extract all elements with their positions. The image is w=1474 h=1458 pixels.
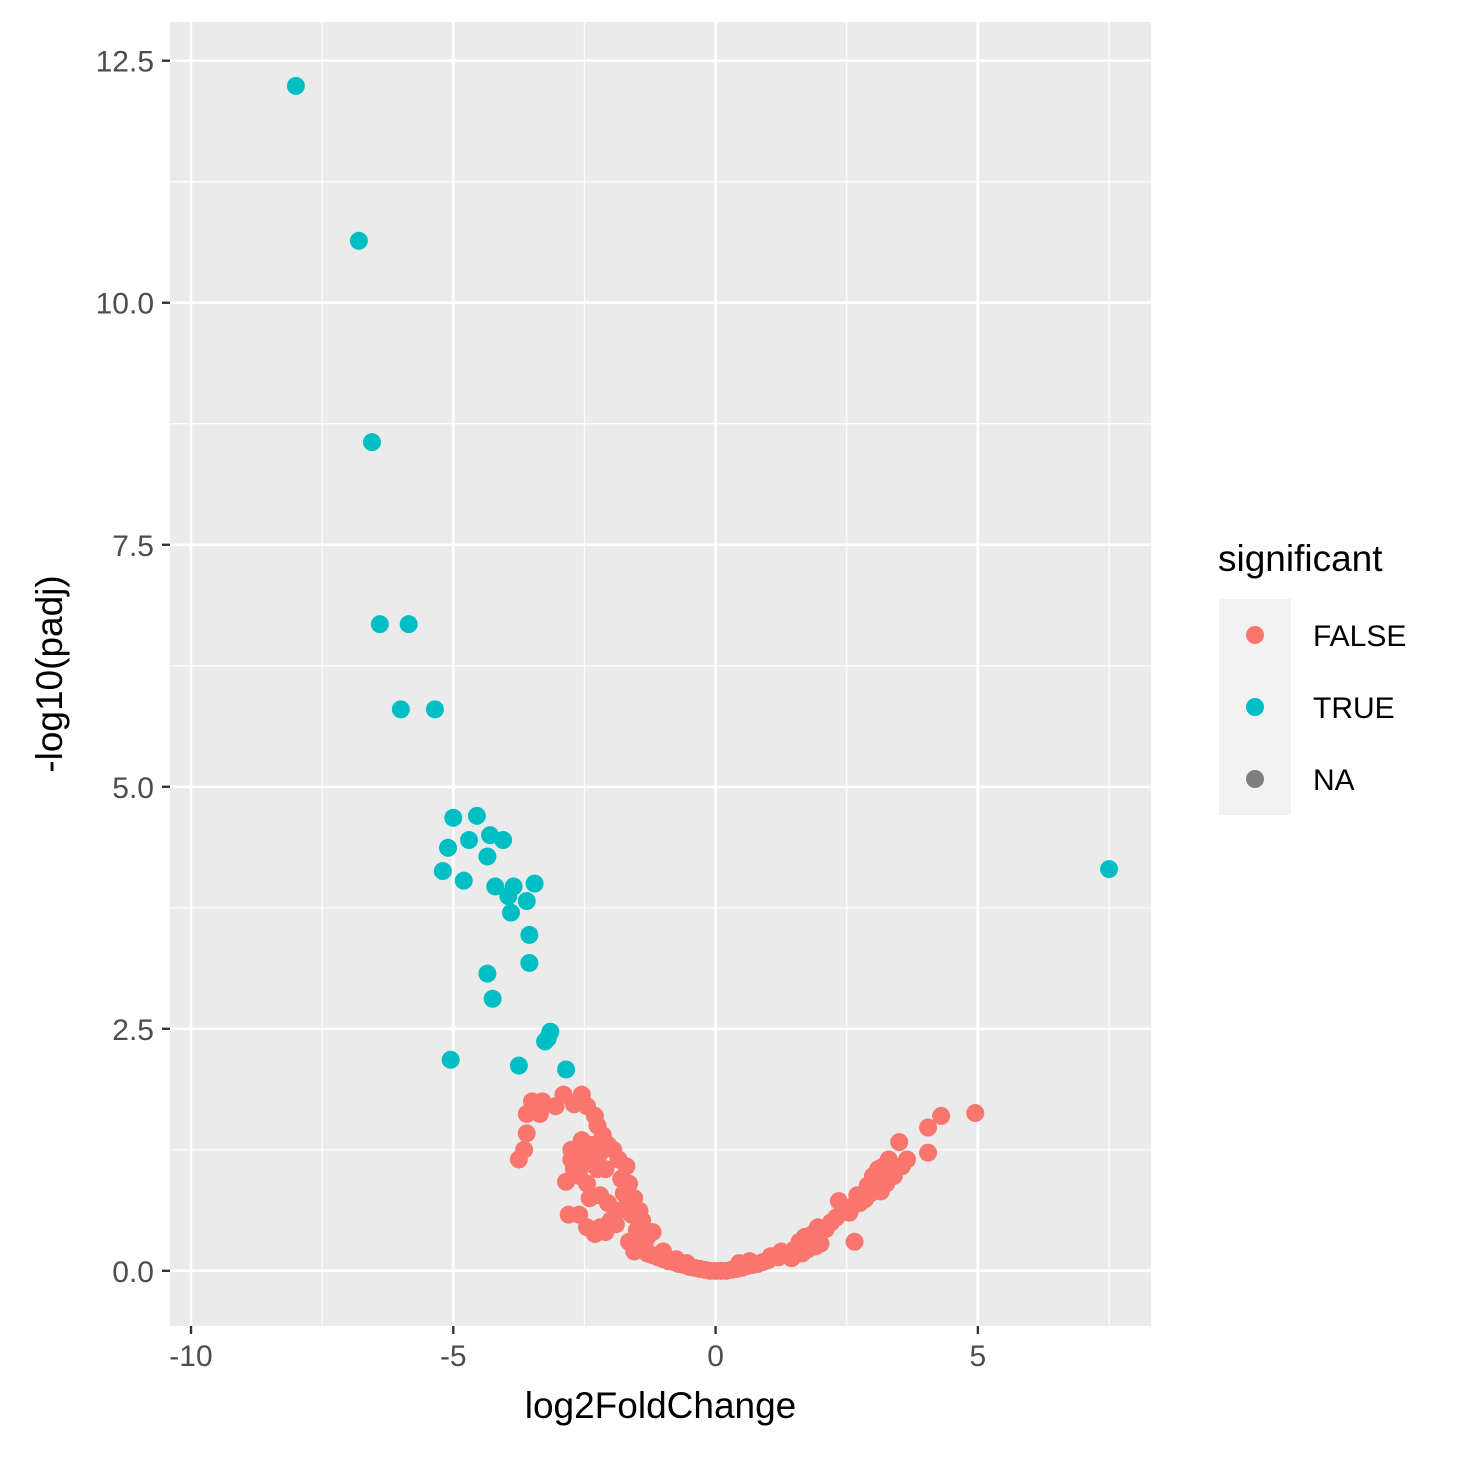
y-tick-label: 12.5 (96, 46, 154, 79)
data-point (892, 1157, 911, 1176)
data-point (1100, 860, 1119, 879)
data-point (570, 1166, 589, 1185)
data-point (583, 1135, 602, 1154)
data-point (349, 231, 368, 250)
data-point (478, 964, 497, 983)
data-point (562, 1150, 581, 1169)
legend-label: TRUE (1313, 692, 1395, 725)
data-point (966, 1104, 985, 1123)
data-point (515, 1140, 534, 1159)
data-point (391, 700, 410, 719)
data-point (370, 615, 389, 634)
series-false (509, 1085, 985, 1280)
data-point (840, 1203, 859, 1222)
data-point (530, 1104, 549, 1123)
series-true (286, 76, 1119, 1079)
x-tick-label: -10 (169, 1340, 212, 1373)
data-point (517, 1124, 536, 1143)
minor-gridlines (170, 22, 1151, 1326)
data-point (677, 1254, 696, 1273)
data-point (433, 862, 452, 881)
data-point (486, 877, 505, 896)
data-point (643, 1223, 662, 1242)
data-point (536, 1032, 555, 1051)
data-point (399, 615, 418, 634)
y-tick-label: 7.5 (112, 530, 154, 563)
y-tick-label: 10.0 (96, 288, 154, 321)
legend-label: FALSE (1313, 620, 1406, 653)
data-point (425, 700, 444, 719)
data-point (439, 838, 458, 857)
data-point (509, 1056, 528, 1075)
data-point (630, 1201, 649, 1220)
legend-key-marker (1246, 770, 1264, 788)
legend-entries: FALSE TRUE NA (1246, 620, 1406, 797)
data-point (494, 831, 513, 850)
y-axis-title: -log10(padj) (29, 575, 70, 772)
plot-panel (170, 22, 1151, 1326)
data-point (890, 1133, 909, 1152)
data-point (460, 831, 479, 850)
data-point (845, 1232, 864, 1251)
y-tick-label: 0.0 (112, 1256, 154, 1289)
data-point (525, 874, 544, 893)
data-point (919, 1118, 938, 1137)
data-point (793, 1244, 812, 1263)
data-point (654, 1242, 673, 1261)
data-point (286, 76, 305, 95)
x-tick-label: -5 (440, 1340, 467, 1373)
data-point (829, 1192, 848, 1211)
data-point (932, 1106, 951, 1125)
data-point (517, 892, 536, 911)
data-point (740, 1252, 759, 1271)
legend-label: NA (1313, 764, 1355, 797)
data-point (478, 847, 497, 866)
data-point (517, 1104, 536, 1123)
data-point (557, 1060, 576, 1079)
data-point (520, 953, 539, 972)
legend-title: significant (1218, 538, 1383, 579)
data-point (858, 1176, 877, 1195)
legend-key-marker (1246, 626, 1264, 644)
data-point (599, 1194, 618, 1213)
data-point (362, 433, 381, 452)
y-tick-label: 2.5 (112, 1014, 154, 1047)
legend-entry-true: TRUE (1246, 692, 1395, 725)
data-point (501, 903, 520, 922)
legend: significant FALSE TRUE NA (1218, 538, 1406, 815)
data-point (441, 1050, 460, 1069)
y-tick-label: 5.0 (112, 772, 154, 805)
data-point (499, 887, 518, 906)
data-point (467, 806, 486, 825)
y-axis: 0.0 2.5 5.0 7.5 10.0 12.5 (96, 46, 170, 1289)
data-point (444, 808, 463, 827)
data-point (919, 1143, 938, 1162)
legend-entry-false: FALSE (1246, 620, 1406, 653)
data-point (559, 1205, 578, 1224)
x-tick-label: 0 (707, 1340, 724, 1373)
data-point (454, 871, 473, 890)
x-tick-label: 5 (970, 1340, 987, 1373)
legend-entry-na: NA (1246, 764, 1355, 797)
legend-key-marker (1246, 698, 1264, 716)
x-axis-title: log2FoldChange (525, 1385, 797, 1426)
data-points (286, 76, 1119, 1280)
data-point (520, 925, 539, 944)
x-axis: -10 -5 0 5 (169, 1326, 986, 1373)
data-point (596, 1160, 615, 1179)
data-point (483, 989, 502, 1008)
